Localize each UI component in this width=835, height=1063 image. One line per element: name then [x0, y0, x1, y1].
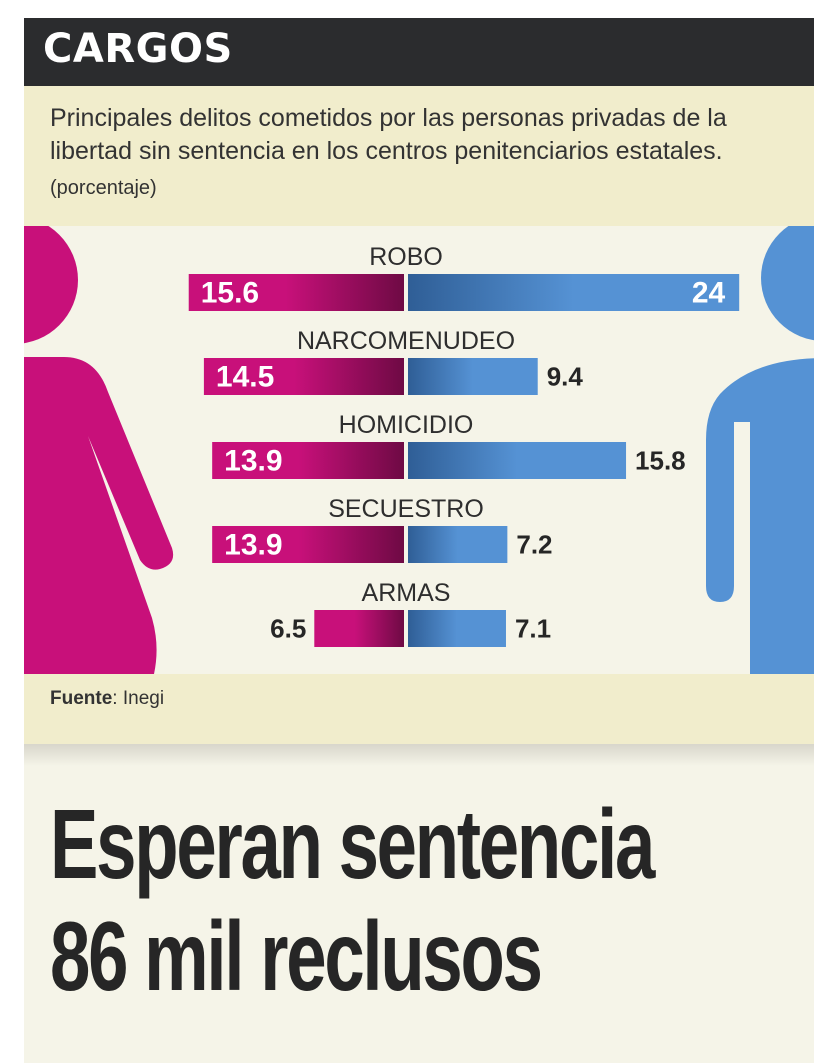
chart-subtitle: Principales delitos cometidos por las pe… [50, 104, 727, 165]
bar-right [408, 274, 740, 311]
unit-label: (porcentaje) [50, 177, 157, 199]
headline-line-1: Esperan sentencia [50, 789, 655, 899]
bar-right [408, 442, 627, 479]
bar-right [408, 610, 506, 647]
source-footer: Fuente: Inegi [24, 674, 814, 744]
value-label-left: 14.5 [216, 361, 274, 394]
chart-rows: ROBO 15.6 24 NARCOMENUDEO 14.5 9.4 HOMICIDIO 13… [188, 243, 740, 647]
section-header: CARGOS [24, 18, 814, 86]
headline: Esperan sentencia 86 mil reclusos [50, 788, 655, 1012]
woman-figure-icon [24, 226, 174, 674]
infographic-card: CARGOS Principales delitos cometidos por… [24, 18, 814, 1063]
value-label-right: 24 [692, 277, 726, 310]
category-label: NARCOMENUDEO [297, 327, 515, 355]
source-separator: : [112, 688, 123, 709]
man-figure-icon [706, 226, 814, 674]
source-note: Fuente: Inegi [50, 688, 164, 710]
divider-shadow [24, 744, 814, 766]
bar-left [188, 274, 404, 311]
intro-panel: Principales delitos cometidos por las pe… [24, 86, 814, 226]
value-label-left: 15.6 [201, 277, 259, 310]
value-label-right: 7.2 [516, 530, 552, 560]
source-key: Fuente [50, 688, 113, 709]
category-label: HOMICIDIO [339, 411, 474, 439]
value-label-right: 9.4 [547, 362, 584, 392]
bar-left [212, 442, 404, 479]
category-label: SECUESTRO [328, 495, 484, 523]
headline-line-2: 86 mil reclusos [50, 901, 543, 1011]
value-label-left: 13.9 [224, 445, 282, 478]
value-label-right: 7.1 [515, 614, 551, 644]
bar-left [203, 358, 404, 395]
value-label-right: 15.8 [635, 446, 686, 476]
value-label-left: 6.5 [270, 614, 306, 644]
bar-left [212, 526, 404, 563]
section-title: CARGOS [43, 26, 233, 72]
source-value: Inegi [122, 688, 165, 709]
bar-right [408, 526, 508, 563]
bar-right [408, 358, 538, 395]
value-label-left: 13.9 [224, 529, 282, 562]
chart-area: ROBO 15.6 24 NARCOMENUDEO 14.5 9.4 HOMICIDIO 13… [24, 226, 814, 674]
category-label: ARMAS [362, 579, 451, 607]
bar-left [314, 610, 404, 647]
category-label: ROBO [369, 243, 443, 271]
